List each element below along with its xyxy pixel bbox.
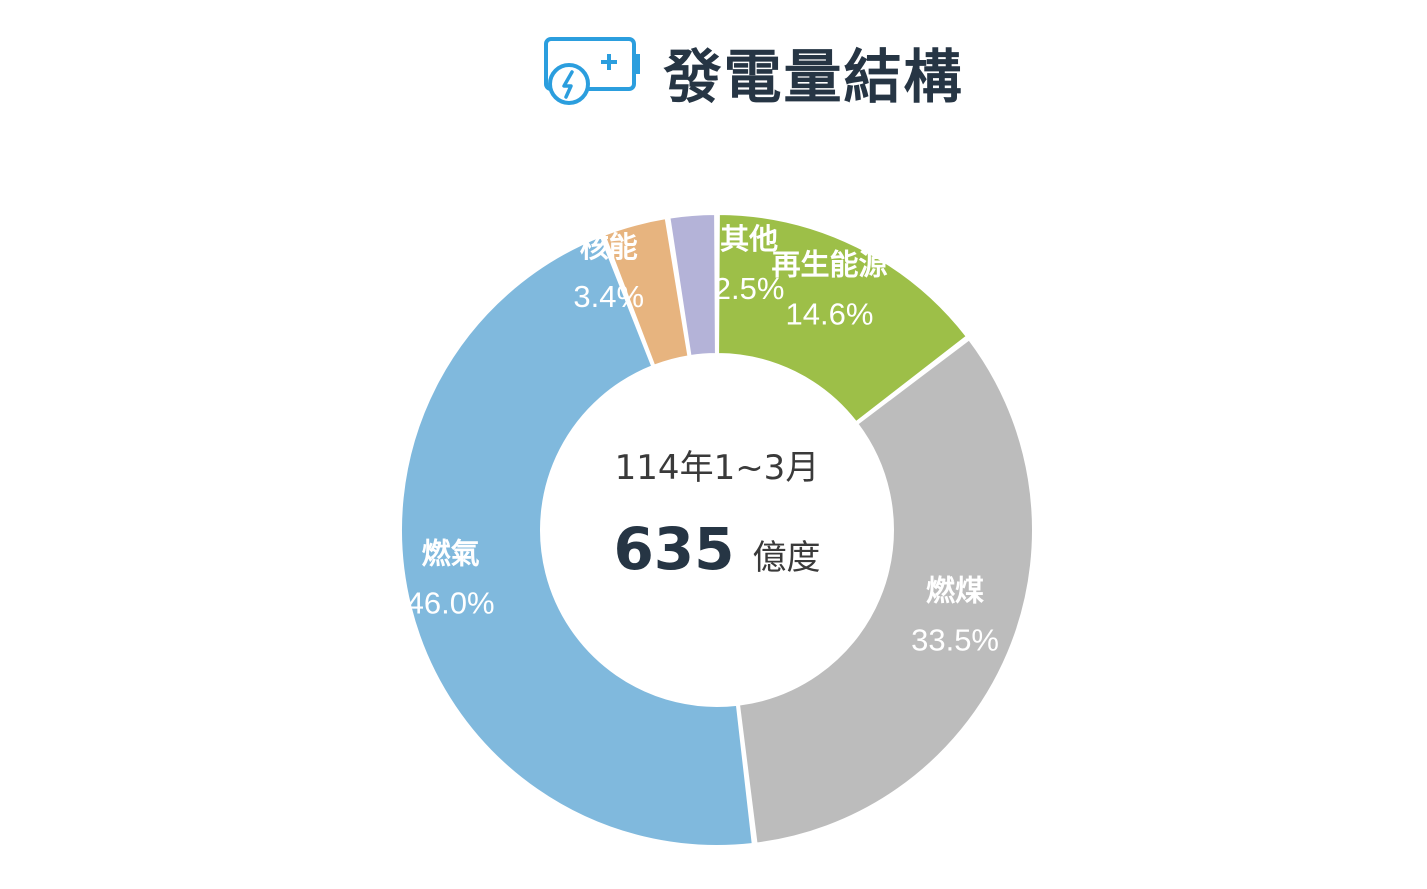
slice-label-value-0: 14.6% [786, 296, 874, 331]
total-value: 635 [613, 515, 735, 583]
total-generation: 635 億度 [517, 515, 917, 583]
slice-1[interactable] [738, 338, 1034, 845]
battery-charging-icon [544, 37, 641, 105]
slice-label-name-4: 其他 [720, 222, 778, 256]
slice-3[interactable] [603, 217, 690, 367]
slice-label-value-3: 3.4% [573, 279, 644, 314]
slice-4[interactable] [668, 213, 717, 358]
chart-title: 發電量結構 [663, 43, 964, 111]
slice-label-name-3: 核能 [580, 230, 638, 264]
slice-label-name-1: 燃煤 [926, 574, 984, 608]
slice-label-value-2: 46.0% [407, 586, 495, 621]
chart-header: 發電量結構 [0, 22, 1427, 122]
period-label: 114年1~3月 [614, 448, 820, 488]
slice-label-value-4: 2.5% [714, 271, 785, 306]
slice-0[interactable] [717, 213, 968, 424]
slice-label-value-1: 33.5% [911, 623, 999, 658]
total-unit: 億度 [752, 538, 821, 578]
slice-2[interactable] [400, 235, 754, 847]
slice-label-name-2: 燃氣 [422, 537, 480, 571]
slice-label-name-0: 再生能源 [771, 247, 887, 281]
